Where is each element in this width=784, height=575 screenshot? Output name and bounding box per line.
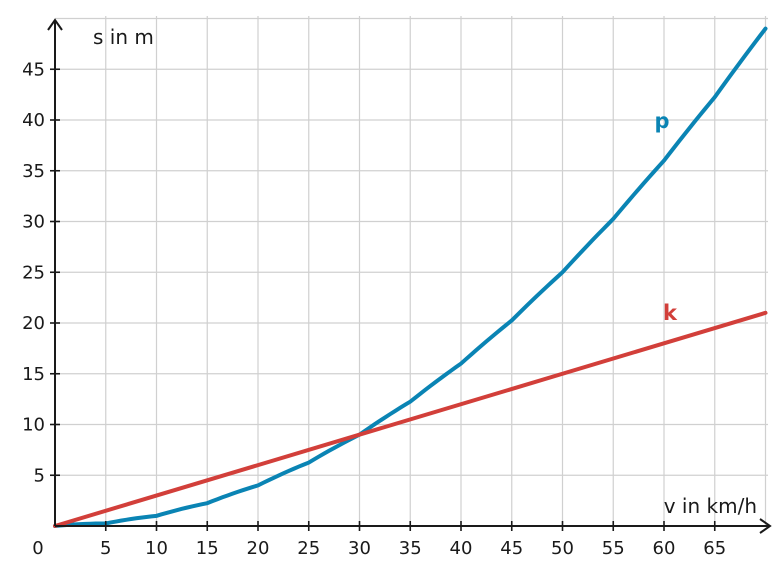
y-tick-label: 20: [22, 313, 45, 334]
x-tick-label: 50: [551, 538, 574, 559]
grid: [55, 16, 768, 526]
series-line-k: [53, 310, 768, 528]
y-tick-label: 5: [34, 465, 45, 486]
x-tick-label: 20: [247, 538, 270, 559]
x-tick-label: 45: [500, 538, 523, 559]
y-tick-label: 40: [22, 110, 45, 131]
y-tick-label: 35: [22, 161, 45, 182]
x-tick-label: 5: [100, 538, 111, 559]
x-tick-label: 40: [450, 538, 473, 559]
x-axis-arrow-icon: [759, 518, 772, 534]
y-axis-label: s in m: [93, 25, 154, 49]
x-tick-label: 65: [703, 538, 726, 559]
x-tick-label: 15: [196, 538, 219, 559]
y-axis-arrow-icon: [47, 18, 63, 31]
series-layer: [53, 26, 768, 528]
x-tick-label: 35: [399, 538, 422, 559]
x-tick-label: 30: [348, 538, 371, 559]
x-tick-label: 60: [653, 538, 676, 559]
y-tick-label: 15: [22, 364, 45, 385]
y-tick-label: 25: [22, 262, 45, 283]
x-axis-label: v in km/h: [664, 494, 757, 518]
origin-label: 0: [32, 538, 43, 559]
series-labels: pk: [654, 109, 678, 325]
series-line-p: [53, 26, 768, 528]
x-tick-label: 55: [602, 538, 625, 559]
series-label-p: p: [654, 109, 669, 133]
y-tick-label: 45: [22, 59, 45, 80]
y-tick-label: 30: [22, 212, 45, 233]
x-tick-label: 10: [145, 538, 168, 559]
ticks: 5 10 15 20 25 30 35 40 45 50 55 60 65 5 10 15 20 25 30 35 40…: [22, 59, 726, 559]
series-label-k: k: [663, 301, 678, 325]
x-tick-label: 25: [297, 538, 320, 559]
y-tick-label: 10: [22, 415, 45, 436]
